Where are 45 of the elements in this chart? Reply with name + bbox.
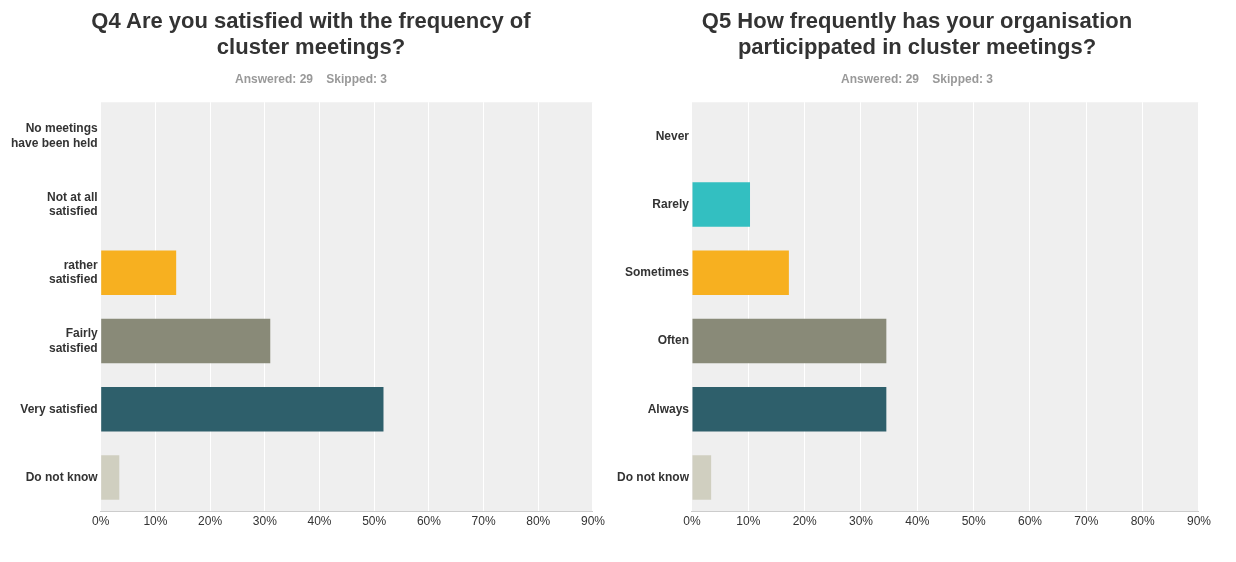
bar xyxy=(692,387,887,432)
x-tick-label: 70% xyxy=(1074,514,1099,529)
bar xyxy=(692,182,751,227)
x-tick-label: 90% xyxy=(580,514,606,529)
bar xyxy=(692,250,789,295)
bar xyxy=(692,318,887,364)
chart-subtitle: Answered: 29 Skipped: 3 xyxy=(839,72,994,86)
y-tick-label: No meetings have been held xyxy=(10,121,99,150)
y-tick-label: Very satisfied xyxy=(20,401,98,416)
x-tick-label: 40% xyxy=(905,514,930,529)
bar xyxy=(101,455,120,500)
y-tick-label: Do not know xyxy=(25,469,99,484)
x-tick-label: 20% xyxy=(792,514,817,529)
x-tick-label: 50% xyxy=(961,514,986,529)
chart-subtitle: Answered: 29 Skipped: 3 xyxy=(233,72,388,86)
bar xyxy=(101,387,384,432)
x-tick-label: 0% xyxy=(683,514,701,529)
x-tick-label: 90% xyxy=(1186,514,1212,529)
x-tick-label: 50% xyxy=(362,514,387,529)
x-tick-label: 0% xyxy=(92,514,110,529)
x-tick-label: 80% xyxy=(1130,514,1155,529)
y-tick-label: Often xyxy=(657,333,689,348)
y-tick-label: Never xyxy=(655,128,690,143)
y-tick-label: Rarely xyxy=(652,196,690,211)
x-tick-label: 20% xyxy=(198,514,223,529)
x-tick-label: 10% xyxy=(736,514,761,529)
y-tick-label: rather satisfied xyxy=(49,257,99,287)
x-tick-label: 10% xyxy=(143,514,168,529)
x-tick-label: 30% xyxy=(848,514,874,529)
y-tick-label: Sometimes xyxy=(624,265,690,280)
x-tick-label: 30% xyxy=(252,514,278,529)
y-tick-label: Always xyxy=(647,401,690,416)
bar xyxy=(101,250,177,295)
chart-title: Q5 How frequently has your organisation particippated in cluster meetings? xyxy=(700,8,1134,61)
y-tick-label: Do not know xyxy=(616,469,690,484)
chart-title: Q4 Are you satisfied with the frequency of cluster meetings? xyxy=(90,8,532,61)
bar xyxy=(692,455,712,500)
bar xyxy=(101,318,271,364)
x-tick-label: 80% xyxy=(526,514,551,529)
y-tick-label: Fairly satisfied xyxy=(49,326,99,355)
x-tick-label: 60% xyxy=(416,514,442,529)
x-tick-label: 70% xyxy=(471,514,496,529)
x-tick-label: 60% xyxy=(1017,514,1043,529)
x-tick-label: 40% xyxy=(307,514,332,529)
y-tick-label: Not at all satisfied xyxy=(47,189,98,219)
